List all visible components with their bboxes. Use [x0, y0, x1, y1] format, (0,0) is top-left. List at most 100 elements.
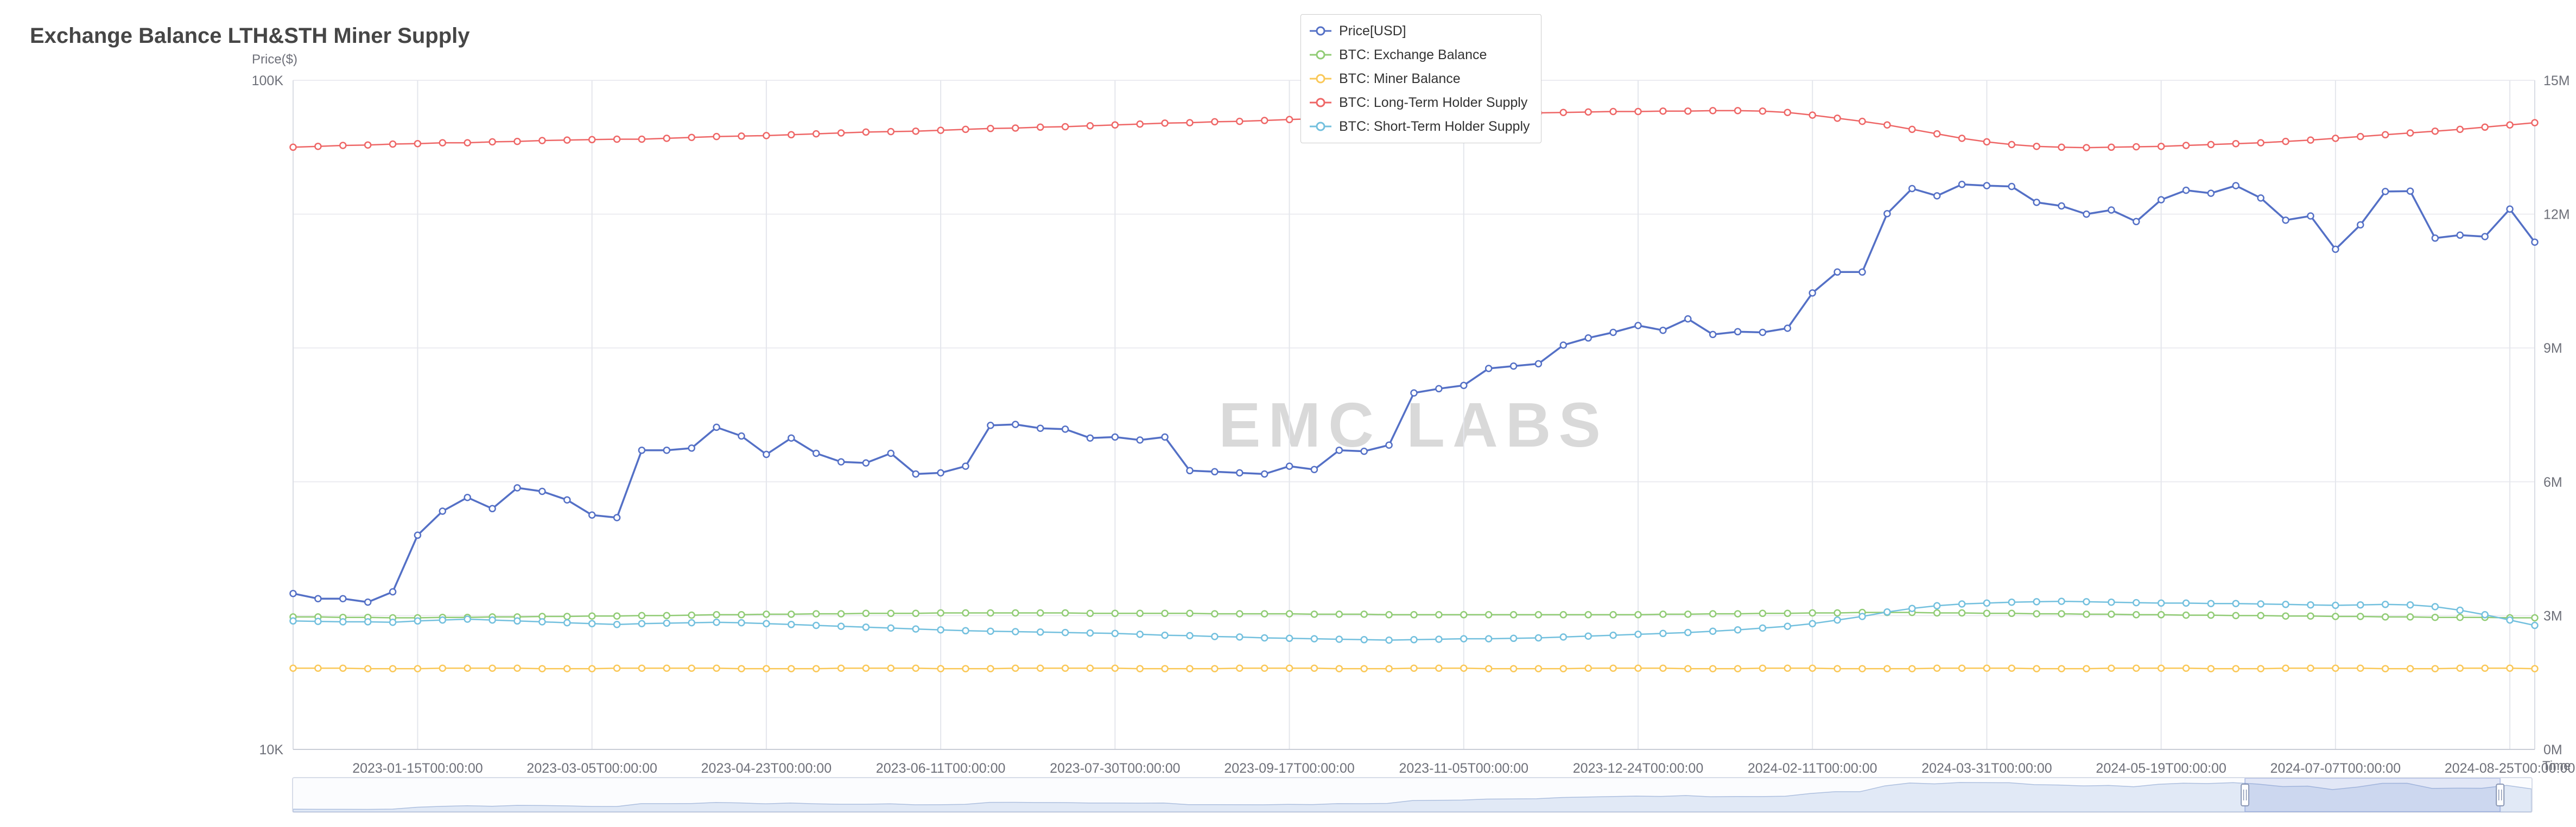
grid-lines [293, 80, 2535, 750]
data-point [414, 139, 422, 148]
data-point [2033, 610, 2040, 618]
data-point [663, 612, 671, 620]
datazoom-window[interactable] [2244, 778, 2501, 812]
data-point [2058, 202, 2065, 210]
data-point [613, 621, 621, 628]
data-point [713, 132, 720, 141]
legend-item-btc-long-term-holder-supply[interactable]: BTC: Long-Term Holder Supply [1309, 91, 1530, 114]
data-point [613, 514, 621, 521]
data-point [2357, 664, 2364, 672]
x-axis-tick-label: 2023-12-24T00:00:00 [1573, 761, 1703, 776]
data-point [1534, 611, 1543, 619]
data-point [1435, 664, 1443, 672]
data-point [1983, 664, 1991, 672]
data-point [862, 624, 870, 631]
data-point [2282, 216, 2289, 224]
chart-legend: Price[USD] BTC: Exchange Balance BTC: Mine… [1300, 14, 1541, 143]
legend-item-btc-short-term-holder-supply[interactable]: BTC: Short-Term Holder Supply [1309, 114, 1530, 138]
data-point [289, 617, 297, 625]
data-point [364, 141, 372, 149]
data-point [2207, 600, 2215, 607]
data-point [2133, 218, 2140, 226]
series-btc-miner-balance [289, 664, 2539, 672]
data-point [1584, 611, 1592, 619]
data-point [1883, 121, 1891, 129]
datazoom-slider[interactable] [292, 777, 2533, 813]
data-point [2531, 621, 2539, 629]
legend-item-price-usd[interactable]: Price[USD] [1309, 19, 1530, 43]
data-point [538, 487, 546, 495]
legend-marker-icon [1310, 98, 1331, 107]
data-point [887, 664, 895, 672]
data-point [1784, 664, 1792, 672]
data-point [2083, 144, 2090, 151]
data-point [1136, 609, 1144, 618]
data-point [1161, 609, 1169, 618]
data-point [2456, 606, 2464, 614]
data-point [812, 610, 820, 618]
data-point [2108, 143, 2115, 151]
data-point [2083, 598, 2090, 606]
data-point [1211, 118, 1219, 126]
legend-label: BTC: Miner Balance [1339, 71, 1461, 86]
data-point [488, 664, 496, 672]
data-point [1958, 609, 1966, 617]
data-point [2033, 199, 2040, 206]
data-point [1684, 665, 1692, 672]
datazoom-canvas[interactable] [293, 778, 2531, 812]
data-point [1883, 665, 1891, 672]
data-point [289, 143, 297, 151]
data-point [962, 627, 969, 635]
data-point [1883, 209, 1891, 218]
data-point [1684, 610, 1692, 618]
datazoom-handle-right[interactable] [2496, 784, 2505, 806]
data-point [1709, 627, 1717, 635]
data-point [1410, 664, 1418, 672]
data-point [663, 135, 671, 142]
data-point [513, 664, 521, 672]
data-point [1634, 107, 1642, 116]
data-point [2481, 611, 2489, 619]
data-point [389, 618, 397, 626]
legend-item-btc-miner-balance[interactable]: BTC: Miner Balance [1309, 67, 1530, 91]
data-point [2307, 136, 2314, 144]
x-axis-tick-label: 2023-03-05T00:00:00 [526, 761, 657, 776]
right-axis-tick-label: 6M [2543, 475, 2562, 490]
x-axis-tick-label: 2023-07-30T00:00:00 [1050, 761, 1180, 776]
data-point [1559, 341, 1568, 349]
data-point [738, 619, 745, 627]
data-point [2133, 664, 2140, 672]
x-axis-tick-label: 2024-05-19T00:00:00 [2096, 761, 2226, 776]
data-point [1335, 635, 1343, 643]
data-point [1061, 425, 1069, 433]
data-point [1236, 117, 1243, 125]
data-point [1385, 665, 1393, 672]
data-point [588, 511, 596, 519]
data-point [1061, 664, 1069, 672]
data-point [2207, 141, 2215, 149]
datazoom-handle-left[interactable] [2241, 784, 2250, 806]
data-point [1809, 664, 1816, 672]
left-axis-tick-label: 100K [252, 73, 284, 88]
data-point [1534, 360, 1543, 368]
data-point [2456, 231, 2464, 239]
legend-item-btc-exchange-balance[interactable]: BTC: Exchange Balance [1309, 43, 1530, 67]
data-point [2232, 182, 2240, 189]
page-title: Exchange Balance LTH&STH Miner Supply [30, 24, 470, 48]
data-point [1086, 122, 1094, 130]
data-point [1709, 107, 1717, 114]
data-point [2232, 600, 2240, 607]
data-point [962, 462, 969, 470]
x-axis-tick-label: 2024-07-07T00:00:00 [2270, 761, 2401, 776]
data-point [788, 434, 795, 442]
data-point [2406, 187, 2414, 195]
data-point [613, 135, 621, 143]
data-point [812, 130, 820, 138]
data-point [538, 665, 546, 672]
data-point [339, 142, 347, 149]
data-point [1584, 664, 1592, 672]
data-point [887, 449, 895, 457]
data-point [2157, 142, 2165, 150]
data-point [1285, 610, 1293, 618]
